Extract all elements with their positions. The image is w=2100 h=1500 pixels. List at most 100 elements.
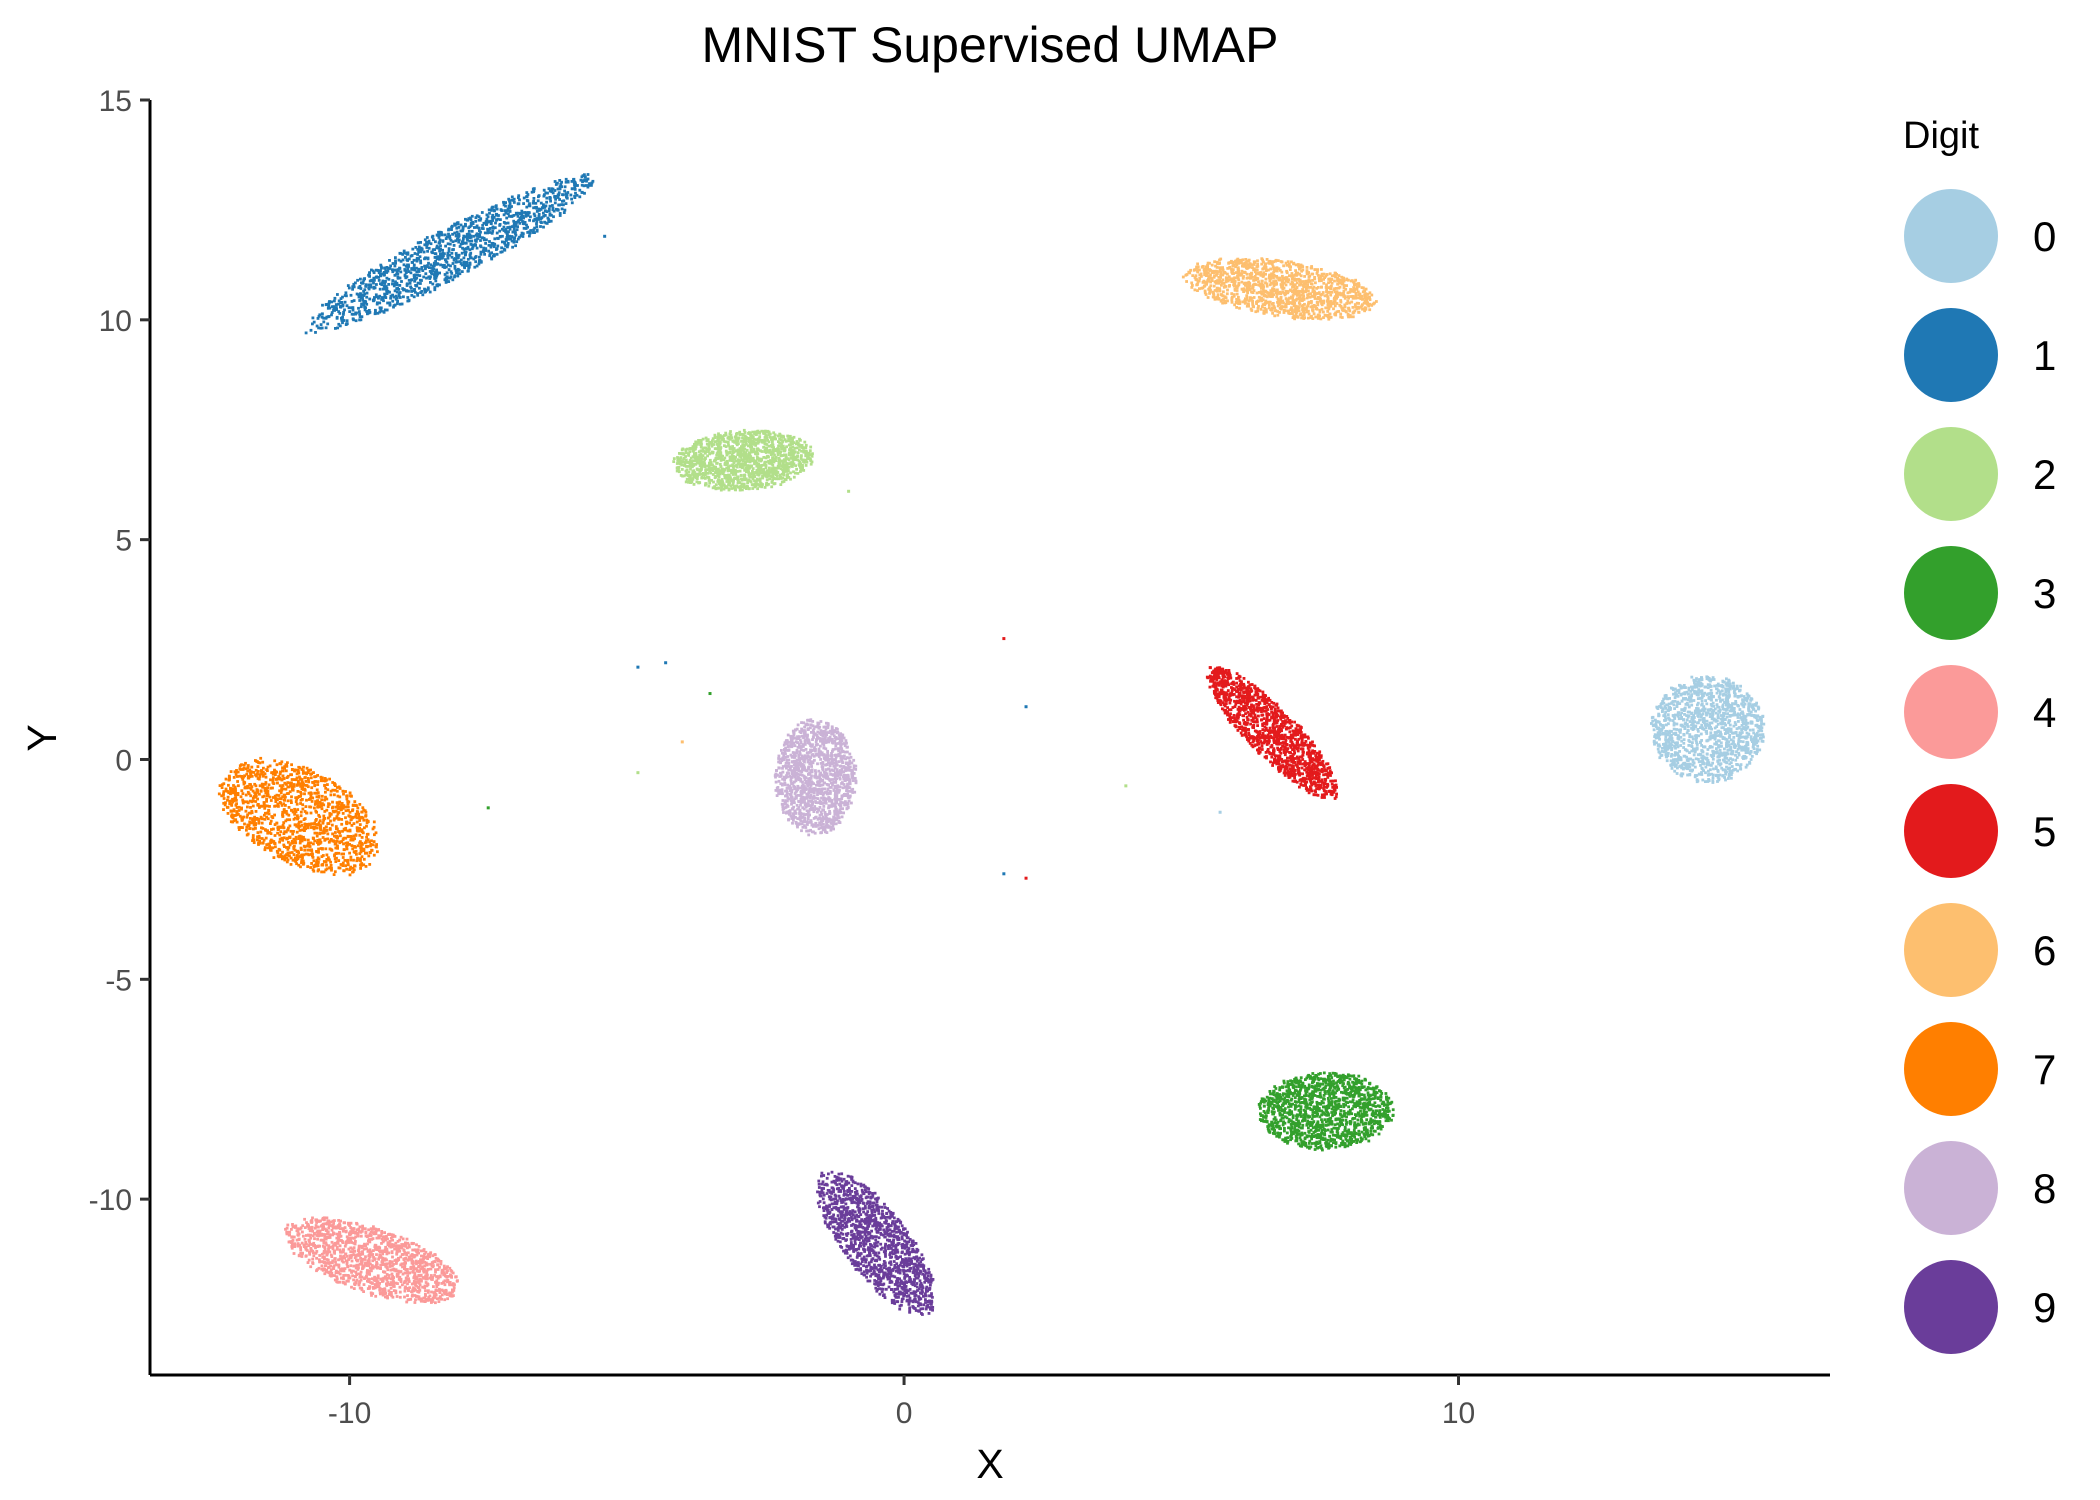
data-point — [1315, 1140, 1319, 1144]
data-point — [1743, 697, 1747, 700]
data-point — [1268, 1090, 1272, 1093]
data-point — [351, 308, 355, 312]
data-point — [1341, 1123, 1345, 1127]
data-point — [431, 248, 435, 252]
data-point — [1703, 691, 1706, 695]
data-point — [1709, 731, 1713, 735]
data-point — [1657, 712, 1661, 716]
data-point — [551, 204, 554, 207]
data-point — [478, 233, 482, 237]
data-point — [543, 209, 547, 213]
data-point — [404, 276, 408, 280]
data-point — [445, 280, 449, 283]
data-point — [1667, 741, 1671, 744]
data-point — [1739, 732, 1743, 736]
data-point — [416, 248, 420, 251]
data-point — [1727, 689, 1730, 693]
data-point — [524, 214, 528, 218]
data-point — [401, 287, 405, 290]
data-point — [1365, 1113, 1369, 1117]
data-point — [770, 452, 773, 456]
data-point — [492, 253, 496, 256]
data-point — [508, 199, 511, 203]
data-point — [535, 229, 539, 233]
data-point — [702, 476, 705, 480]
data-point — [799, 457, 803, 460]
data-point — [1755, 731, 1759, 735]
data-point — [1727, 721, 1730, 725]
data-point — [701, 472, 705, 475]
data-point — [1738, 746, 1742, 749]
data-point — [1721, 693, 1725, 697]
data-point — [1353, 1086, 1356, 1089]
data-point — [457, 272, 460, 275]
data-point — [735, 440, 738, 444]
data-point — [716, 456, 719, 460]
data-point — [516, 225, 519, 229]
data-point — [1749, 710, 1753, 714]
data-point — [1660, 727, 1664, 731]
data-point — [482, 236, 486, 240]
data-point — [470, 214, 474, 218]
data-point — [1320, 1129, 1324, 1132]
data-point — [432, 238, 435, 242]
data-point — [542, 214, 546, 218]
data-point — [1316, 1120, 1320, 1124]
data-point — [787, 458, 791, 462]
data-point — [1732, 745, 1736, 748]
data-point — [383, 282, 387, 285]
data-point — [454, 260, 458, 264]
data-point — [1687, 765, 1691, 769]
data-point — [1359, 1081, 1363, 1085]
data-point — [1272, 1089, 1275, 1093]
data-point — [1731, 687, 1735, 690]
data-point — [1715, 731, 1719, 734]
data-point — [542, 225, 545, 229]
data-point — [709, 461, 713, 464]
data-point — [1728, 723, 1732, 727]
data-point — [729, 430, 732, 433]
data-point — [1324, 1092, 1327, 1095]
data-point — [752, 450, 756, 453]
data-point — [708, 458, 712, 462]
data-point — [688, 462, 692, 466]
data-point — [465, 237, 469, 240]
data-point — [800, 446, 804, 449]
data-point — [1343, 1145, 1347, 1149]
data-point — [413, 268, 417, 272]
data-point — [367, 283, 371, 287]
data-point — [701, 454, 705, 457]
data-point — [547, 218, 551, 221]
data-point — [1320, 1118, 1323, 1122]
data-point — [1302, 1108, 1306, 1112]
data-point — [723, 456, 727, 460]
data-point — [1660, 724, 1664, 727]
data-point — [685, 477, 689, 481]
data-point — [391, 282, 395, 286]
data-point — [1356, 1138, 1360, 1142]
data-point — [1313, 1141, 1317, 1145]
data-point — [462, 247, 466, 251]
data-point — [697, 473, 701, 476]
data-point — [1682, 718, 1686, 721]
data-point — [1717, 762, 1720, 766]
data-point — [1656, 720, 1660, 724]
data-point — [1315, 1136, 1319, 1140]
data-point — [382, 284, 386, 288]
data-point — [1330, 1102, 1333, 1106]
data-point — [484, 249, 487, 252]
data-point — [1384, 1113, 1387, 1116]
data-point — [492, 242, 496, 246]
data-point — [391, 299, 395, 303]
data-point — [457, 232, 461, 236]
data-point — [799, 470, 802, 473]
data-point — [1690, 744, 1693, 747]
data-point — [588, 182, 591, 185]
data-point — [475, 214, 479, 218]
data-point — [800, 467, 804, 471]
data-point — [1751, 708, 1755, 711]
data-point — [360, 293, 364, 297]
data-point — [716, 450, 720, 454]
data-point — [1369, 1132, 1373, 1136]
data-point — [1328, 1122, 1331, 1125]
